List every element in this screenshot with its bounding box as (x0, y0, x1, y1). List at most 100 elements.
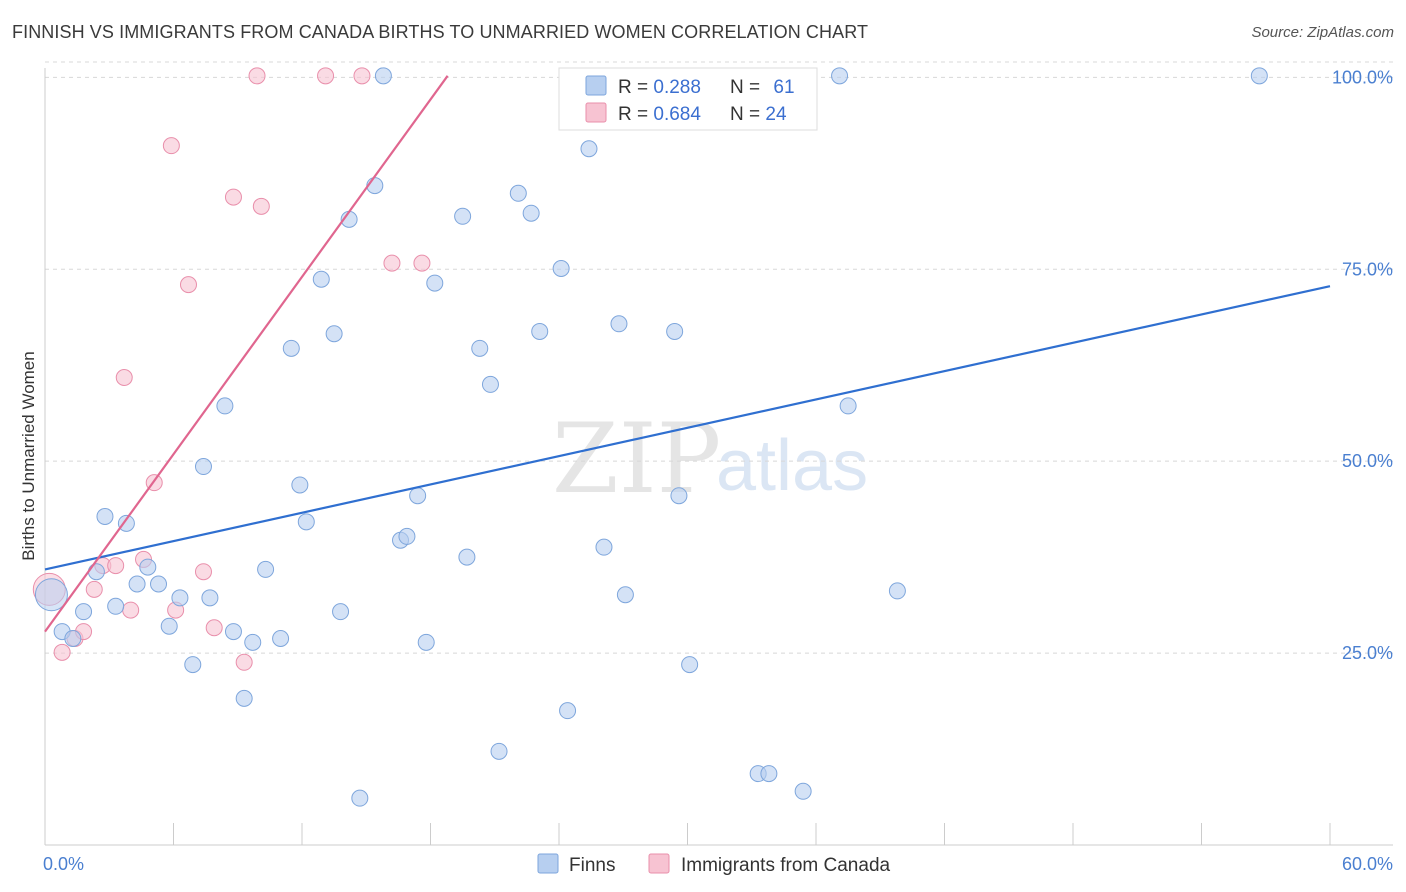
finns-point-12 (171, 589, 189, 607)
trend-line-finns (44, 285, 1331, 571)
finns-point-10 (150, 575, 168, 593)
finns-point-7 (117, 514, 135, 532)
finns-point-49 (610, 315, 628, 333)
legend-finns-n-value: 61 (773, 77, 794, 98)
x-tick-label-max: 60.0% (1342, 854, 1393, 874)
finns-point-27 (332, 603, 350, 621)
y-tick-label-2: 75.0% (1342, 259, 1393, 279)
axes (44, 68, 1393, 846)
y-tick-label-0: 25.0% (1342, 643, 1393, 663)
source-label: Source: ZipAtlas.com (1251, 24, 1394, 41)
finns-point-16 (216, 397, 234, 415)
finns-point-22 (282, 339, 300, 357)
finns-point-57 (831, 67, 849, 85)
bottom-legend-swatch-finns (537, 853, 559, 874)
legend-swatch-canada (585, 102, 607, 123)
finns-point-3 (75, 603, 93, 621)
gridlines (45, 61, 1393, 654)
series-finns-points (34, 67, 1268, 807)
canada-point-6 (107, 557, 125, 575)
finns-point-37 (454, 207, 472, 225)
finns-point-6 (107, 597, 125, 615)
canada-point-13 (179, 276, 197, 294)
canada-point-7 (115, 369, 133, 387)
finns-point-58 (839, 397, 857, 415)
legend-canada-n-value: 24 (765, 104, 787, 125)
legend-canada-r-value: 0.684 (653, 104, 701, 125)
series-canada-points (32, 67, 431, 671)
finns-point-5 (96, 507, 114, 525)
finns-point-50 (616, 586, 634, 604)
canada-point-11 (162, 137, 180, 155)
canada-point-14 (194, 563, 212, 581)
finns-point-36 (426, 274, 444, 292)
y-axis-title: Births to Unmarried Women (19, 351, 38, 560)
legend-swatch-finns (585, 75, 607, 96)
canada-point-20 (317, 67, 335, 85)
finns-point-23 (291, 476, 309, 494)
finns-point-40 (481, 375, 499, 393)
finns-point-31 (374, 67, 392, 85)
canada-point-17 (235, 653, 253, 671)
finns-point-13 (184, 656, 202, 674)
finns-point-34 (409, 487, 427, 505)
canada-point-16 (224, 188, 242, 206)
finns-point-19 (244, 633, 262, 651)
finns-point-33 (398, 527, 416, 545)
finns-point-18 (235, 689, 253, 707)
y-tick-label-1: 50.0% (1342, 451, 1393, 471)
legend-finns-r-label: R = (618, 77, 653, 98)
finns-point-60 (1250, 67, 1268, 85)
canada-point-1 (53, 643, 71, 661)
finns-point-25 (312, 270, 330, 288)
legend-finns-r: R = 0.288 (618, 77, 701, 98)
legend-finns-n-label: N = (730, 77, 765, 98)
finns-point-8 (128, 575, 146, 593)
legend-canada-n: N = 24 (730, 104, 787, 125)
finns-point-4 (87, 563, 105, 581)
canada-point-21 (353, 67, 371, 85)
legend-box: R = 0.288 N = 61 R = 0.684 N = 24 (558, 67, 818, 131)
chart-title: FINNISH VS IMMIGRANTS FROM CANADA BIRTHS… (12, 22, 869, 42)
finns-point-35 (417, 633, 435, 651)
finns-point-41 (490, 742, 508, 760)
finns-point-2 (64, 630, 82, 648)
finns-point-56 (794, 782, 812, 800)
canada-point-19 (248, 67, 266, 85)
finns-point-29 (351, 789, 369, 807)
bottom-legend-canada: Immigrants from Canada (681, 855, 891, 876)
bottom-legend-swatch-canada (648, 853, 670, 874)
finns-point-48 (595, 538, 613, 556)
finns-point-38 (458, 548, 476, 566)
finns-point-26 (325, 325, 343, 343)
finns-point-20 (257, 560, 275, 578)
watermark-zip: ZIP (552, 403, 721, 515)
canada-point-15 (205, 619, 223, 637)
finns-point-47 (580, 140, 598, 158)
bottom-legend: Finns Immigrants from Canada (537, 853, 891, 876)
finns-point-14 (194, 458, 212, 476)
finns-point-53 (681, 656, 699, 674)
finns-point-42 (509, 184, 527, 202)
finns-point-45 (552, 259, 570, 277)
x-ticks (44, 823, 1331, 845)
x-tick-label-min: 0.0% (43, 854, 84, 874)
y-tick-label-3: 100.0% (1332, 67, 1393, 87)
bottom-legend-finns: Finns (569, 855, 615, 876)
y-tick-labels: 25.0% 50.0% 75.0% 100.0% (1332, 67, 1393, 663)
trend-line-canada (44, 75, 449, 633)
finns-point-0 (34, 578, 68, 612)
legend-finns-r-value: 0.288 (653, 77, 701, 98)
legend-finns-n: N = 61 (730, 77, 795, 98)
finns-point-43 (522, 204, 540, 222)
finns-point-9 (139, 558, 157, 576)
finns-point-55 (760, 765, 778, 783)
watermark-atlas: atlas (716, 426, 868, 506)
finns-point-11 (160, 617, 178, 635)
finns-point-15 (201, 589, 219, 607)
canada-point-23 (413, 254, 431, 272)
finns-point-44 (531, 322, 549, 340)
finns-point-59 (888, 582, 906, 600)
finns-point-46 (559, 702, 577, 720)
